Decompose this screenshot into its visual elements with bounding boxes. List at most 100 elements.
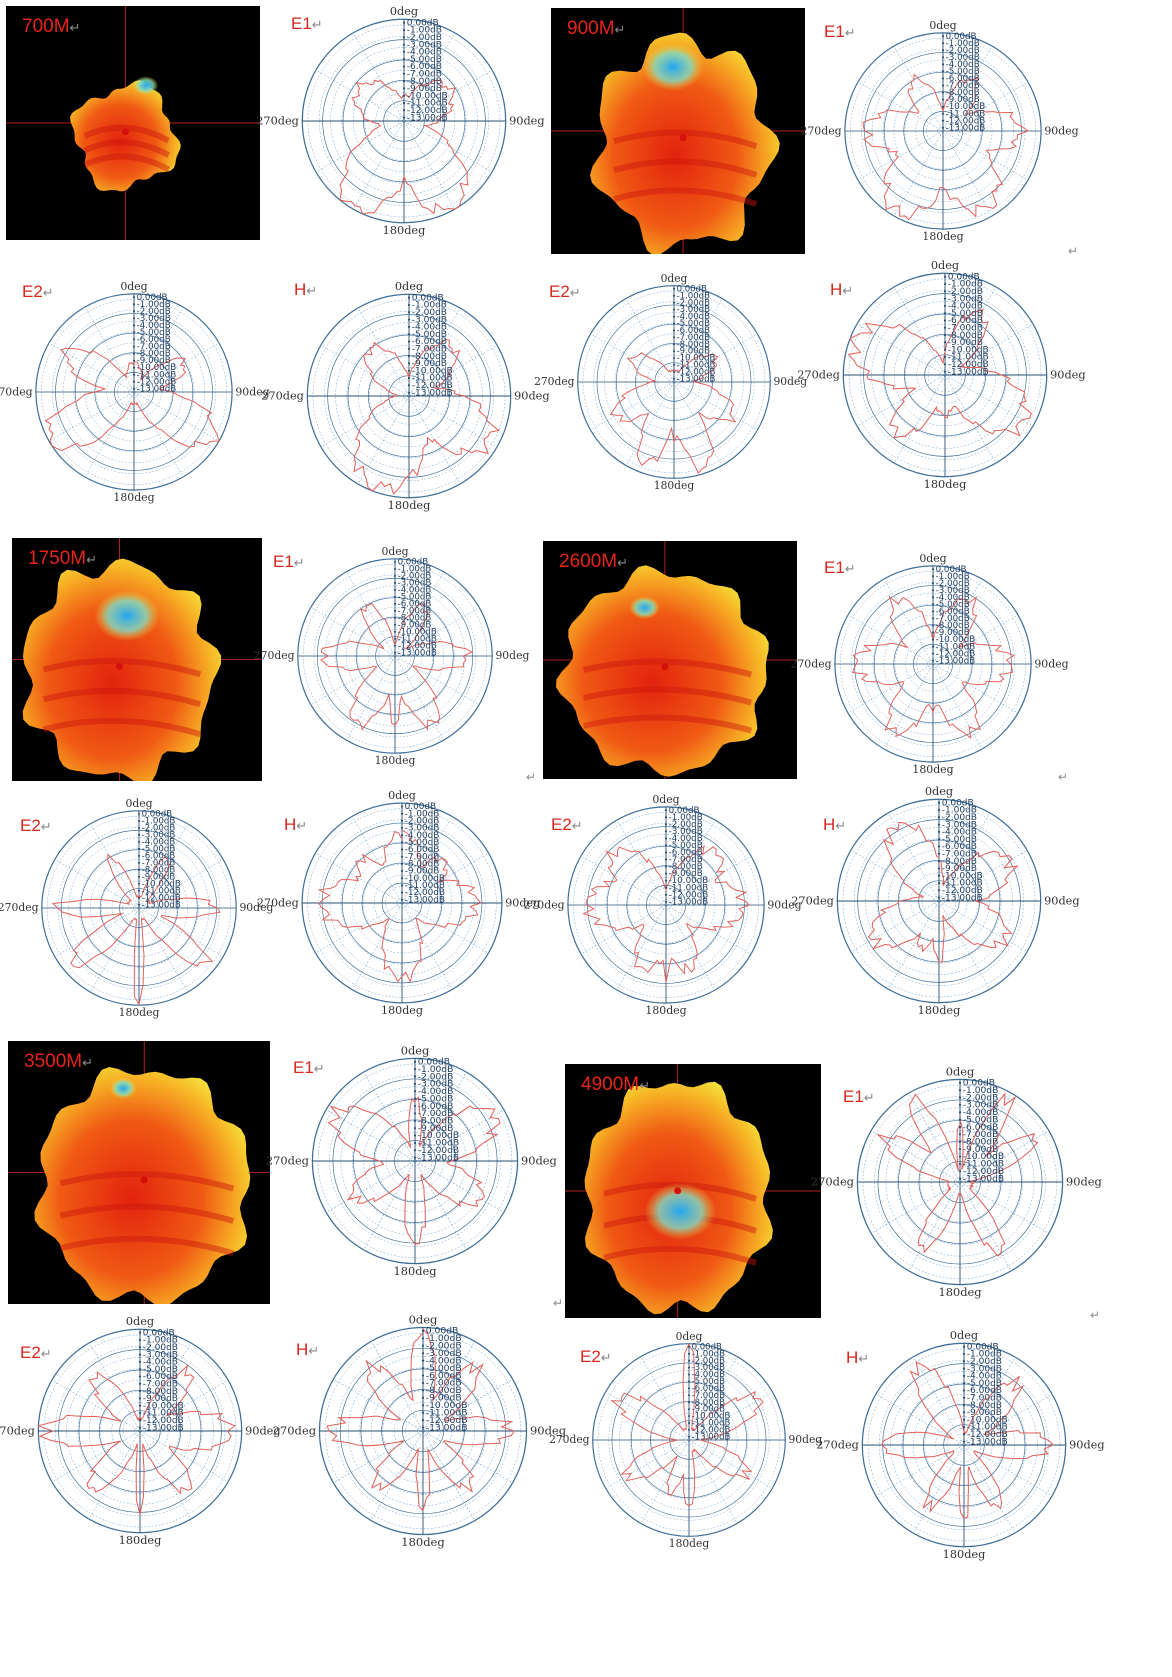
grid-spoke xyxy=(84,306,135,393)
grid-spoke xyxy=(959,1181,1012,1271)
3d-radiation-pattern-icon xyxy=(6,6,260,240)
grid-spoke xyxy=(310,655,396,705)
tick-mark xyxy=(943,326,947,329)
tick-label: -4.00dB xyxy=(142,838,176,848)
tick-mark xyxy=(407,311,411,314)
tick-label: -2.00dB xyxy=(936,579,970,589)
plane-label-text: E1 xyxy=(273,552,294,571)
tick-label: -9.00dB xyxy=(418,1124,454,1134)
grid-spoke xyxy=(51,1430,141,1483)
tick-mark xyxy=(400,898,404,901)
tick-label: -4.00dB xyxy=(936,593,970,603)
tick-label: -2.00dB xyxy=(412,308,447,318)
tick-label: -3.00dB xyxy=(418,1080,454,1090)
tick-label: 0.00dB xyxy=(405,802,436,812)
tick-mark xyxy=(400,805,404,808)
tick-mark xyxy=(421,1411,425,1414)
tick-mark xyxy=(400,848,404,851)
grid-spoke xyxy=(688,1439,738,1524)
tick-label: -5.00dB xyxy=(142,845,176,855)
tick-mark xyxy=(672,336,676,339)
tick-mark xyxy=(137,882,141,885)
plane-label: H↵ xyxy=(294,280,317,300)
tick-label: -13.00dB xyxy=(143,1423,184,1433)
grid-spoke xyxy=(357,307,410,397)
tick-label: -8.00dB xyxy=(142,865,176,875)
tick-label: -1.00dB xyxy=(942,806,977,816)
tick-mark xyxy=(687,1373,691,1376)
tick-mark xyxy=(672,343,676,346)
plane-label-text: H xyxy=(296,1340,309,1359)
paragraph-mark: ↵ xyxy=(844,25,856,40)
tick-mark xyxy=(931,659,935,662)
tick-mark xyxy=(137,812,141,816)
tick-mark xyxy=(413,1097,417,1100)
tick-label: -13.00dB xyxy=(398,648,437,658)
tick-label: -4.00dB xyxy=(692,1370,726,1380)
tick-mark xyxy=(941,119,945,122)
tick-mark xyxy=(407,347,411,350)
tick-mark xyxy=(941,63,945,66)
tick-mark xyxy=(943,282,947,286)
tick-mark xyxy=(664,830,668,833)
tick-label: -2.00dB xyxy=(407,33,442,43)
tick-label: -1.00dB xyxy=(142,817,176,827)
surface-ridge xyxy=(582,658,753,678)
direction-label: 0deg xyxy=(925,785,953,798)
tick-label: -8.00dB xyxy=(692,1398,726,1408)
tick-label: -10.00dB xyxy=(669,876,709,886)
paragraph-mark: ↵ xyxy=(553,1296,564,1310)
grid-spoke xyxy=(138,823,188,909)
plane-label-text: E2 xyxy=(580,1347,601,1366)
surface-ridge xyxy=(83,153,170,173)
surface-ridge xyxy=(59,1235,235,1257)
tick-mark xyxy=(941,105,945,108)
direction-label: 0deg xyxy=(931,259,959,272)
direction-label: 270deg xyxy=(261,389,304,402)
pattern-curve xyxy=(339,79,469,215)
origin-marker xyxy=(679,134,687,142)
tick-mark xyxy=(132,324,136,327)
tick-mark xyxy=(931,617,935,620)
direction-label: 90deg xyxy=(514,389,550,402)
paragraph-mark: ↵ xyxy=(308,1343,320,1358)
polar-plot-e1: 0.00dB-1.00dB-2.00dB-3.00dB-4.00dB-5.00d… xyxy=(790,552,1068,776)
tick-label: -8.00dB xyxy=(677,340,711,350)
tick-label: -8.00dB xyxy=(143,1387,178,1397)
plane-label-text: E2 xyxy=(20,1343,41,1362)
tick-mark xyxy=(138,1426,142,1429)
tick-label: -2.00dB xyxy=(677,298,711,308)
grid-spoke xyxy=(847,614,934,665)
direction-label: 90deg xyxy=(1066,1174,1102,1188)
tick-label: 0.00dB xyxy=(426,1326,459,1337)
tick-mark xyxy=(664,809,668,812)
tick-mark xyxy=(413,1060,417,1063)
3d-radiation-pattern-icon xyxy=(551,8,805,254)
tick-mark xyxy=(943,297,947,300)
tick-label: -7.00dB xyxy=(677,333,711,343)
direction-label: 270deg xyxy=(257,896,299,909)
tick-mark xyxy=(958,1096,962,1099)
tick-label: -9.00dB xyxy=(948,338,983,348)
tick-mark xyxy=(937,845,941,848)
tick-label: -7.00dB xyxy=(142,858,176,868)
tick-label: -13.00dB xyxy=(963,1174,1004,1184)
paragraph-mark: ↵ xyxy=(1068,244,1079,258)
tick-mark xyxy=(138,1389,142,1393)
tick-label: -13.00dB xyxy=(426,1422,468,1433)
direction-label: 90deg xyxy=(789,1433,823,1446)
tick-label: -2.00dB xyxy=(426,1341,462,1352)
tick-label: -8.00dB xyxy=(669,862,703,872)
polar-plot-e1: 0.00dB-1.00dB-2.00dB-3.00dB-4.00dB-5.00d… xyxy=(266,1043,557,1278)
tick-mark xyxy=(687,1366,691,1369)
band-3d-plot: 2600M↵ xyxy=(543,541,797,779)
tick-label: -11.00dB xyxy=(142,886,181,896)
tick-mark xyxy=(941,49,945,52)
tick-mark xyxy=(941,126,945,129)
tick-label: -4.00dB xyxy=(398,586,432,596)
direction-label: 90deg xyxy=(245,1424,281,1437)
tick-label: -4.00dB xyxy=(963,1108,999,1118)
tick-mark xyxy=(931,624,935,627)
tick-mark xyxy=(958,1177,962,1180)
grid-spoke xyxy=(912,1444,965,1534)
